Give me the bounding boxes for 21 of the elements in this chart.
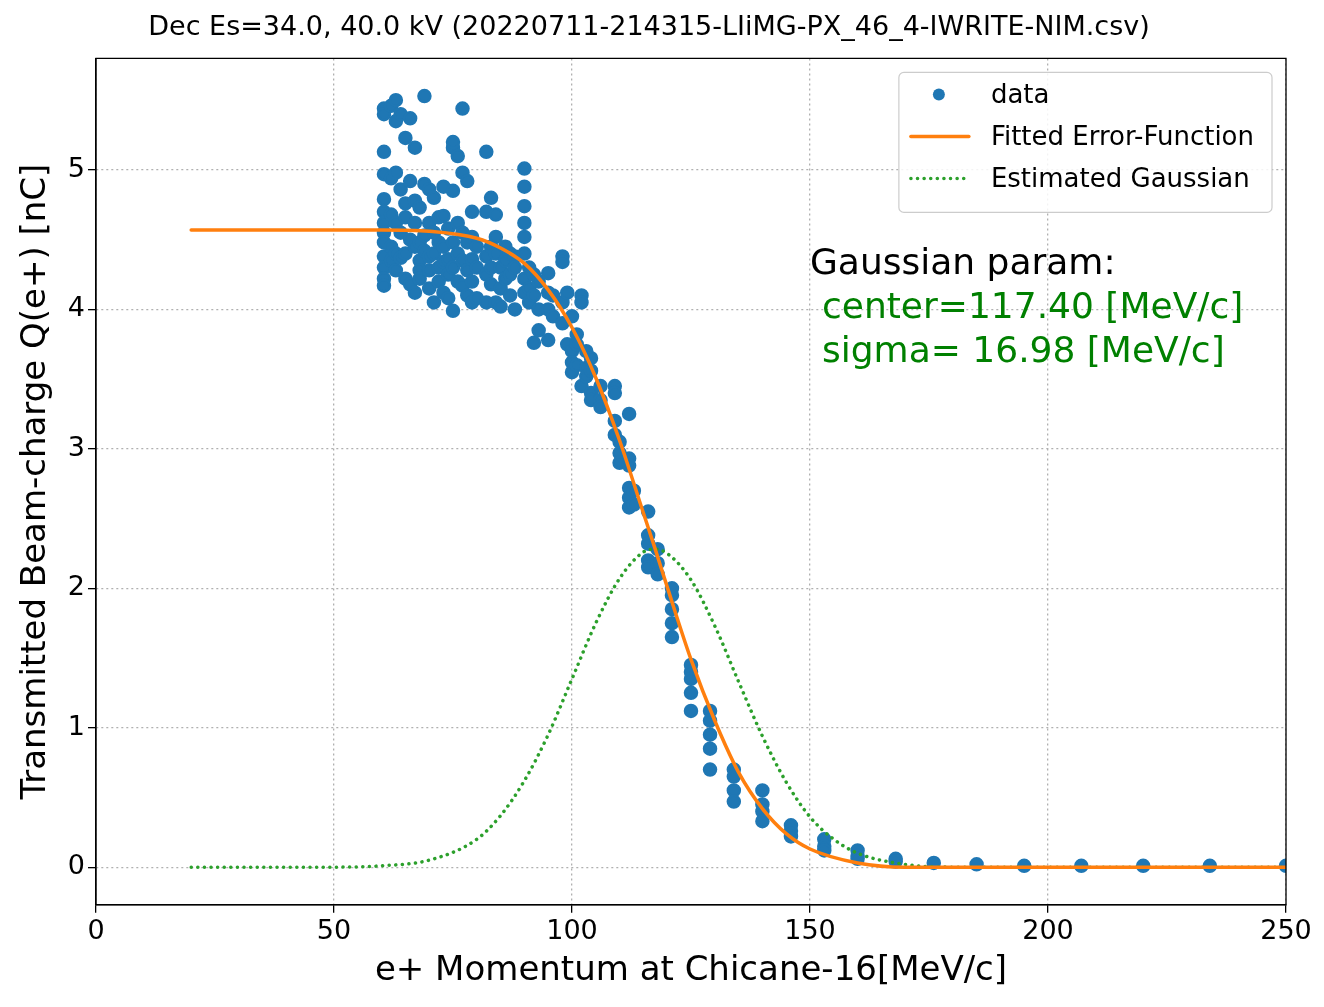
x-tick-label: 100 (546, 914, 598, 946)
x-axis-title: e+ Momentum at Chicane-16[MeV/c] (374, 948, 1008, 989)
annotation: sigma= 16.98 [MeV/c] (821, 329, 1225, 371)
y-tick-label: 2 (67, 570, 85, 602)
x-tick-label: 200 (1022, 914, 1074, 946)
y-tick-label: 1 (67, 709, 85, 741)
y-tick-label: 4 (67, 291, 85, 323)
y-tick-label: 0 (67, 849, 85, 881)
y-tick-label: 3 (67, 430, 85, 462)
x-tick-label: 250 (1260, 914, 1312, 946)
y-axis-title: Transmitted Beam-charge Q(e+) [nC] (13, 163, 54, 801)
x-tick-label: 150 (784, 914, 836, 946)
x-tick-label: 50 (316, 914, 352, 946)
legend-label: data (990, 79, 1050, 110)
legend-label: Estimated Gaussian (990, 163, 1250, 194)
chart-title: Dec Es=34.0, 40.0 kV (20220711-214315-LIiMG-PX_46_4-IWRITE-NIM.csv) (148, 10, 1150, 42)
y-tick-label: 5 (67, 151, 85, 183)
annotation: Gaussian param: (809, 241, 1116, 283)
legend-label: Fitted Error-Function (990, 121, 1254, 152)
x-tick-label: 0 (87, 914, 105, 946)
annotation: center=117.40 [MeV/c] (821, 285, 1244, 327)
